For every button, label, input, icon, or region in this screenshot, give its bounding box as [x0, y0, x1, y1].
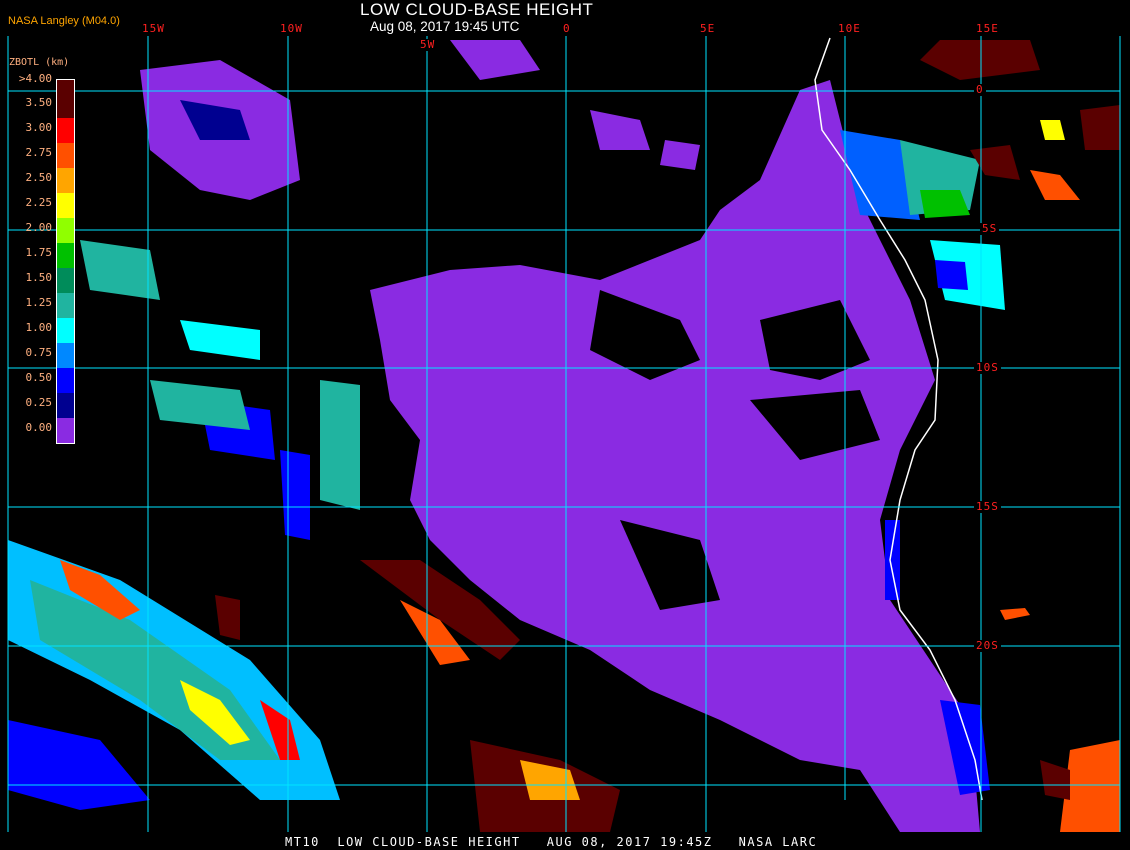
legend-swatch [57, 143, 74, 168]
lon-label: 0 [561, 22, 573, 35]
lon-label: 5W [418, 38, 438, 51]
lon-label: 15W [140, 22, 167, 35]
lon-label: 15E [974, 22, 1001, 35]
legend-swatch [57, 118, 74, 143]
legend-swatch [57, 168, 74, 193]
legend-swatch [57, 218, 74, 243]
map-title: LOW CLOUD-BASE HEIGHT [360, 0, 594, 19]
legend-label: 0.75 [25, 346, 53, 359]
lon-label: 5E [698, 22, 718, 35]
legend-label: 0.25 [25, 396, 53, 409]
legend-label: 0.00 [25, 421, 53, 434]
legend-swatch [57, 318, 74, 343]
legend-swatch [57, 80, 74, 93]
legend-label: 2.75 [25, 146, 53, 159]
lat-label: 10S [974, 361, 1001, 374]
legend-swatch [57, 343, 74, 368]
legend-label: 1.25 [25, 296, 53, 309]
legend-swatch [57, 418, 74, 443]
legend-label: 1.00 [25, 321, 53, 334]
legend-swatch [57, 243, 74, 268]
lat-label: 20S [974, 639, 1001, 652]
legend-swatch [57, 293, 74, 318]
legend-label: 2.50 [25, 171, 53, 184]
coastline [814, 37, 983, 801]
legend-label: 2.25 [25, 196, 53, 209]
legend-label: 0.50 [25, 371, 53, 384]
lon-label: 10W [278, 22, 305, 35]
map-timestamp: Aug 08, 2017 19:45 UTC [370, 19, 520, 34]
legend-label: 3.50 [25, 96, 53, 109]
graticule [7, 36, 1121, 832]
legend-label: >4.00 [18, 72, 52, 85]
lat-label: 0 [974, 83, 986, 96]
legend-label: 1.75 [25, 246, 53, 259]
legend-label: 2.00 [25, 221, 53, 234]
legend-swatch [57, 268, 74, 293]
cloud-imagery [8, 40, 1120, 832]
footer-caption: MT10 LOW CLOUD-BASE HEIGHT AUG 08, 2017 … [285, 835, 818, 849]
lat-label: 15S [974, 500, 1001, 513]
legend-swatch [57, 193, 74, 218]
lat-label: 5S [980, 222, 1000, 235]
legend-title: ZBOTL (km) [9, 57, 70, 68]
legend-swatch [57, 93, 74, 118]
legend-swatch [57, 368, 74, 393]
legend-label: 3.00 [25, 121, 53, 134]
legend-swatch [57, 393, 74, 418]
lon-label: 10E [836, 22, 863, 35]
credit-label: NASA Langley (M04.0) [8, 15, 120, 27]
legend-label: 1.50 [25, 271, 53, 284]
color-legend [56, 79, 75, 444]
